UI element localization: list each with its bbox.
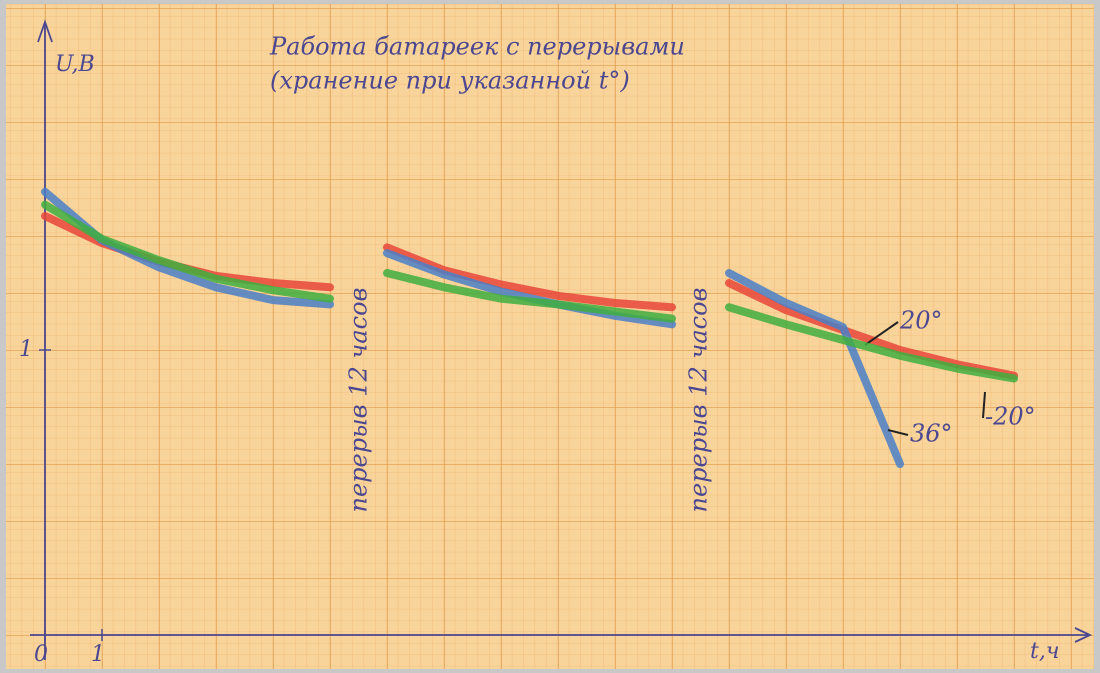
x-tick-label: 1 xyxy=(91,642,105,667)
annotation: перерыв 12 часов xyxy=(685,288,713,513)
grid-paper xyxy=(6,4,1094,669)
annotation: перерыв 12 часов xyxy=(345,288,373,513)
series-label: 20° xyxy=(899,307,943,335)
leader-line xyxy=(864,321,899,346)
chart-subtitle: (хранение при указанной t°) xyxy=(270,67,630,95)
y-tick-label: 1 xyxy=(19,337,33,362)
series-label: 36° xyxy=(910,420,953,448)
axis-arrows xyxy=(37,19,1093,643)
chart-title: Работа батареек с перерывами xyxy=(269,33,685,61)
leader-line xyxy=(982,391,986,419)
x-tick-label: 0 xyxy=(34,642,48,667)
y-axis-label: U,B xyxy=(55,52,95,77)
series-line xyxy=(41,200,1018,383)
series-label: -20° xyxy=(985,403,1036,431)
x-axis-label: t,ч xyxy=(1030,639,1060,664)
leader-line xyxy=(887,429,909,436)
